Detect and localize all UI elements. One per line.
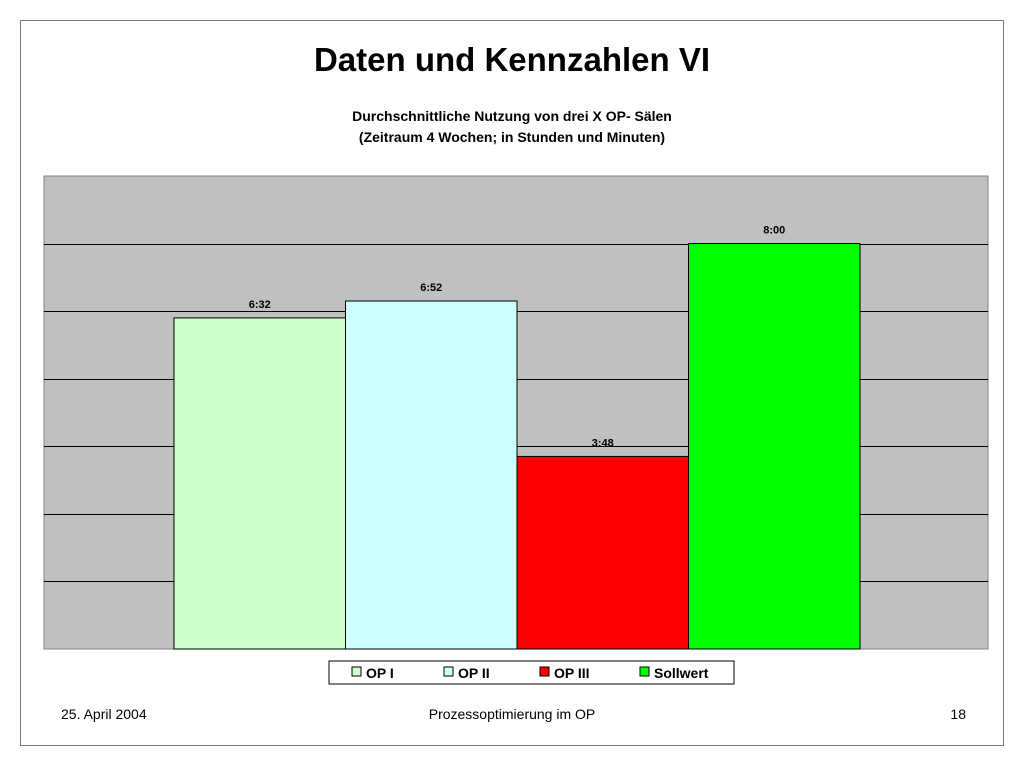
bar-op-i <box>173 317 346 650</box>
bars <box>173 243 861 650</box>
bar-sollwert <box>688 243 861 650</box>
chart-title-line-1: Durchschnittliche Nutzung von drei X OP-… <box>352 108 672 124</box>
bar-value-label: 8:00 <box>763 225 785 237</box>
legend-label: OP II <box>458 665 490 681</box>
chart-title: Durchschnittliche Nutzung von drei X OP-… <box>0 106 1024 148</box>
chart-title-line-2: (Zeitraum 4 Wochen; in Stunden und Minut… <box>358 129 666 145</box>
page-number: 18 <box>950 706 966 722</box>
bar-value-label: 6:52 <box>420 282 442 294</box>
legend-swatch <box>443 666 454 677</box>
legend-label: Sollwert <box>654 665 709 681</box>
legend-label: OP I <box>366 665 394 681</box>
bar-labels: 6:32 6:52 3:48 8:00 <box>249 225 786 450</box>
legend-swatch <box>639 666 650 677</box>
bar-value-label: 3:48 <box>592 437 614 449</box>
slide-title: Daten und Kennzahlen VI <box>313 41 711 78</box>
bar-op-iii <box>516 455 689 650</box>
legend-label: OP III <box>554 665 590 681</box>
bar-value-label: 6:32 <box>249 299 271 311</box>
footer-title: Prozessoptimierung im OP <box>428 706 596 722</box>
legend-box <box>328 660 735 685</box>
legend-swatch <box>539 666 550 677</box>
legend-swatch <box>351 666 362 677</box>
legend: OP I OP II OP III Sollwert <box>328 660 735 685</box>
bar-op-ii <box>345 300 518 650</box>
footer-date: 25. April 2004 <box>61 706 147 722</box>
